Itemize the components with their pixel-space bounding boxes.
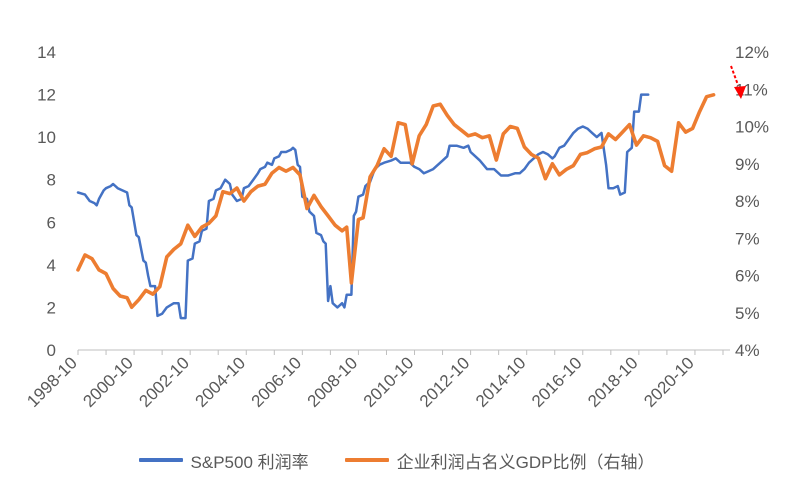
- x-tick-label: 2012-10: [416, 353, 474, 411]
- y-right-tick-label: 10%: [735, 118, 769, 137]
- x-tick-label: 2008-10: [304, 353, 362, 411]
- x-tick-label: 2020-10: [640, 353, 698, 411]
- legend-item-sp500: S&P500 利润率: [138, 448, 309, 473]
- series-line-gdp: [76, 93, 716, 310]
- chart: 0 2 4 6 8 10 12 14 4% 5% 6% 7% 8% 9% 10% 11% 12% 1998-1…: [23, 43, 769, 411]
- annotation: [730, 65, 746, 99]
- annotation-arrow-shaft: [730, 65, 739, 86]
- y-left-tick-label: 6: [47, 213, 56, 232]
- x-tick-label: 2016-10: [528, 353, 586, 411]
- x-tick-label: 2014-10: [472, 353, 530, 411]
- right-y-axis: 4% 5% 6% 7% 8% 9% 10% 11% 12%: [735, 43, 769, 360]
- series-lines: [76, 93, 716, 320]
- left-y-axis: 0 2 4 6 8 10 12 14: [37, 43, 56, 360]
- y-left-tick-label: 14: [37, 43, 56, 62]
- x-tick-label: 2018-10: [584, 353, 642, 411]
- legend-swatch-sp500: [138, 458, 183, 462]
- y-right-tick-label: 6%: [735, 267, 760, 286]
- legend-swatch-gdp: [344, 458, 389, 462]
- y-left-tick-label: 2: [47, 298, 56, 317]
- legend: S&P500 利润率 企业利润占名义GDP比例（右轴）: [0, 446, 793, 474]
- x-tick-label: 2000-10: [79, 353, 137, 411]
- legend-item-gdp: 企业利润占名义GDP比例（右轴）: [344, 448, 655, 473]
- y-left-tick-label: 12: [37, 86, 56, 105]
- y-left-tick-label: 0: [47, 341, 56, 360]
- y-right-tick-label: 7%: [735, 229, 760, 248]
- x-tick-label: 2010-10: [360, 353, 418, 411]
- x-axis: 1998-102000-102002-102004-102006-102008-…: [23, 349, 730, 411]
- legend-label-sp500: S&P500 利润率: [190, 452, 309, 472]
- x-tick-label: 2006-10: [248, 353, 306, 411]
- y-right-tick-label: 5%: [735, 304, 760, 323]
- x-tick-label: 2004-10: [192, 353, 250, 411]
- y-left-tick-label: 10: [37, 128, 56, 147]
- y-right-tick-label: 11%: [735, 80, 768, 99]
- y-right-tick-label: 9%: [735, 155, 760, 174]
- x-tick-label: 2002-10: [135, 353, 193, 411]
- y-left-tick-label: 8: [47, 171, 56, 190]
- y-right-tick-label: 4%: [735, 341, 760, 360]
- y-right-tick-label: 12%: [735, 43, 769, 62]
- legend-label-gdp: 企业利润占名义GDP比例（右轴）: [396, 452, 655, 472]
- x-tick-label: 1998-10: [23, 353, 81, 411]
- series-line-sp500: [76, 93, 650, 320]
- y-left-tick-label: 4: [47, 256, 56, 275]
- y-right-tick-label: 8%: [735, 192, 760, 211]
- annotation-arrow-head: [734, 86, 746, 99]
